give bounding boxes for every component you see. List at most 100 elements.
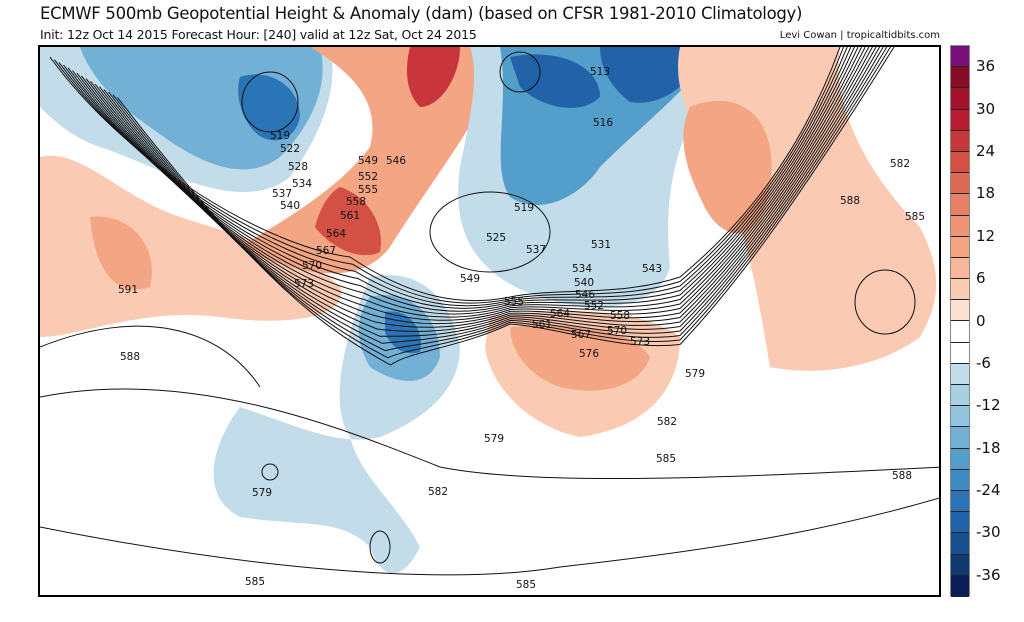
- contour-label: 558: [346, 196, 366, 208]
- height-contour: [40, 497, 939, 576]
- height-contour: [40, 388, 939, 480]
- colorbar-segment: [951, 575, 969, 597]
- height-contour: [241, 71, 299, 133]
- anomaly-region: [238, 74, 300, 141]
- contour-label: 537: [272, 188, 292, 200]
- colorbar-segment: [951, 215, 969, 237]
- colorbar-segment: [951, 173, 969, 195]
- contour-label: 561: [340, 210, 360, 222]
- anomaly-region: [315, 187, 381, 256]
- anomaly-region: [407, 47, 460, 107]
- contour-label: 567: [316, 245, 336, 257]
- height-contour: [108, 47, 888, 352]
- colorbar-label: -30: [976, 523, 1001, 542]
- colorbar-label: 0: [976, 311, 986, 330]
- credit-text: Levi Cowan | tropicaltidbits.com: [779, 30, 940, 41]
- contour-label: 543: [642, 263, 662, 275]
- contour-label: 528: [288, 161, 308, 173]
- contour-label: 588: [840, 195, 860, 207]
- colorbar-segment: [951, 363, 969, 386]
- height-contour: [854, 269, 916, 335]
- contour-label: 573: [294, 278, 314, 290]
- height-contour: [112, 47, 891, 359]
- colorbar: [950, 45, 970, 597]
- anomaly-region: [240, 47, 500, 274]
- colorbar-label: -18: [976, 438, 1001, 457]
- colorbar-label: 18: [976, 184, 996, 203]
- contour-label: 516: [593, 117, 613, 129]
- colorbar-segment: [951, 427, 969, 449]
- contour-label: 582: [890, 158, 910, 170]
- colorbar-segment: [951, 236, 969, 258]
- colorbar-segment: [951, 533, 969, 555]
- anomaly-region: [683, 100, 772, 234]
- contour-label: 585: [516, 579, 536, 591]
- contour-label: 585: [905, 211, 925, 223]
- contour-label: 555: [358, 184, 378, 196]
- contour-label: 564: [550, 308, 570, 320]
- contour-label: 519: [514, 202, 534, 214]
- colorbar-segment: [951, 342, 969, 364]
- contour-label: 549: [358, 155, 378, 167]
- colorbar-label: 6: [976, 269, 986, 288]
- contour-label: 537: [526, 244, 546, 256]
- contour-label: 546: [386, 155, 406, 167]
- contour-label: 558: [610, 310, 630, 322]
- height-contour: [261, 463, 279, 481]
- contour-label: 555: [504, 296, 524, 308]
- height-contour: [76, 47, 863, 318]
- contour-label: 585: [656, 453, 676, 465]
- height-contour: [54, 47, 845, 304]
- colorbar-label: -6: [976, 353, 991, 372]
- colorbar-label: -24: [976, 481, 1001, 500]
- contour-label: 549: [460, 273, 480, 285]
- height-contour: [99, 47, 881, 337]
- height-contour: [63, 47, 852, 309]
- colorbar-segment: [951, 46, 969, 68]
- contour-label: 579: [685, 368, 705, 380]
- anomaly-region: [510, 54, 600, 108]
- height-contour: [67, 47, 855, 312]
- height-contour: [429, 191, 551, 273]
- contour-label: 582: [428, 486, 448, 498]
- contour-label: 540: [574, 277, 594, 289]
- contour-label: 522: [280, 143, 300, 155]
- height-contour: [103, 47, 884, 344]
- anomaly-region: [40, 155, 342, 337]
- contour-label: 546: [575, 289, 595, 301]
- colorbar-segment: [951, 194, 969, 216]
- height-contour: [58, 47, 848, 307]
- colorbar-segment: [951, 469, 969, 492]
- chart-subtitle: Init: 12z Oct 14 2015 Forecast Hour: [24…: [40, 27, 477, 42]
- height-contour: [94, 47, 877, 332]
- contour-label: 567: [571, 329, 591, 341]
- contour-label: 534: [292, 178, 312, 190]
- contour-label: 579: [252, 487, 272, 499]
- contour-label: 588: [892, 470, 912, 482]
- colorbar-segment: [951, 67, 969, 89]
- anomaly-region: [385, 311, 421, 354]
- height-contour: [499, 51, 541, 93]
- contour-label: 552: [358, 171, 378, 183]
- height-contour: [369, 530, 391, 564]
- colorbar-label: -12: [976, 396, 1001, 415]
- colorbar-segment: [951, 491, 969, 513]
- contour-label: 582: [657, 416, 677, 428]
- colorbar-segment: [951, 257, 969, 280]
- colorbar-segment: [951, 385, 969, 407]
- contour-label: 519: [270, 130, 290, 142]
- contour-label: 564: [326, 228, 346, 240]
- colorbar-segment: [951, 109, 969, 131]
- height-contour: [85, 47, 870, 325]
- colorbar-label: 24: [976, 141, 996, 160]
- colorbar-segment: [951, 321, 969, 343]
- height-contour: [90, 47, 873, 328]
- colorbar-segment: [951, 151, 969, 174]
- height-contour: [72, 47, 859, 315]
- contour-label: 591: [118, 284, 138, 296]
- contour-label: 561: [532, 319, 552, 331]
- contour-label: 570: [607, 325, 627, 337]
- colorbar-label: -36: [976, 565, 1001, 584]
- colorbar-label: 30: [976, 99, 996, 118]
- colorbar-label: 36: [976, 57, 996, 76]
